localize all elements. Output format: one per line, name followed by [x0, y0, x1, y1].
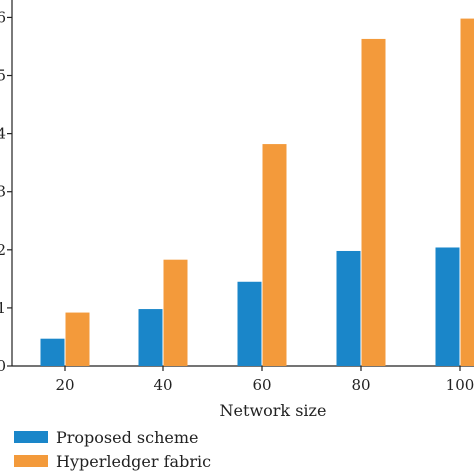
bar-hyperledger-fabric: [361, 38, 386, 367]
legend-label-hyperledger: Hyperledger fabric: [56, 452, 211, 471]
y-tick-label: 1: [0, 299, 6, 317]
legend-swatch-proposed: [14, 431, 48, 443]
x-tick-label: 20: [55, 376, 74, 394]
bar-hyperledger-fabric: [460, 18, 474, 366]
bar-proposed-scheme: [435, 247, 460, 366]
x-ticks: 20 40 60 80 100: [55, 366, 474, 394]
x-tick-label: 100: [446, 376, 474, 394]
x-tick-label: 60: [252, 376, 271, 394]
bar-proposed-scheme: [237, 281, 262, 366]
bar-hyperledger-fabric: [65, 312, 90, 366]
y-tick-label: 0: [0, 357, 6, 375]
legend-label-proposed: Proposed scheme: [56, 428, 199, 447]
bar-proposed-scheme: [40, 338, 65, 366]
bar-hyperledger-fabric: [163, 259, 188, 366]
y-tick-label: 2: [0, 241, 6, 259]
y-tick-label: 6: [0, 8, 6, 26]
legend: Proposed scheme Hyperledger fabric: [14, 428, 211, 471]
bar-proposed-scheme: [138, 309, 163, 366]
x-axis-title: Network size: [220, 401, 327, 420]
bars: [40, 18, 474, 367]
y-ticks: 0 1 2 3 4 5 6: [0, 8, 12, 375]
bar-hyperledger-fabric: [262, 144, 287, 366]
y-tick-label: 4: [0, 125, 6, 143]
y-tick-label: 3: [0, 183, 6, 201]
legend-swatch-hyperledger: [14, 455, 48, 467]
y-tick-label: 5: [0, 67, 6, 85]
x-tick-label: 40: [153, 376, 172, 394]
x-tick-label: 80: [351, 376, 370, 394]
bar-proposed-scheme: [336, 250, 361, 366]
